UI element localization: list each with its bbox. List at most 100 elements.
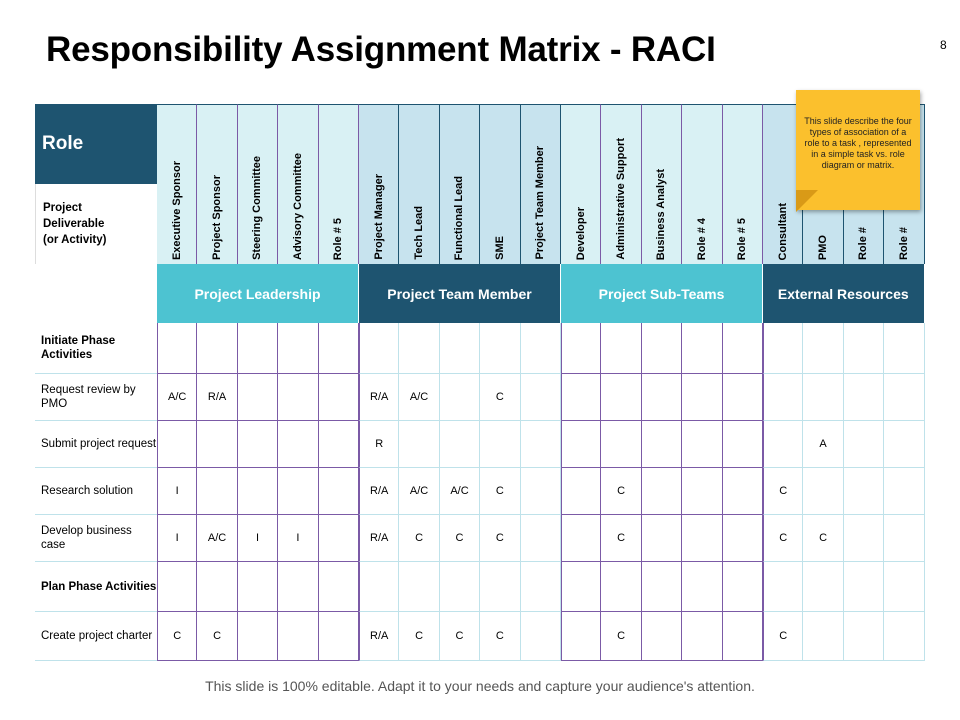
matrix-cell — [803, 374, 844, 421]
matrix-cell: C — [480, 468, 521, 515]
role-label: Developer — [574, 206, 587, 260]
role-column-header: Project Manager — [359, 104, 400, 264]
matrix-cell — [682, 468, 723, 515]
matrix-cell: A/C — [399, 468, 440, 515]
role-column-header: Tech Lead — [399, 104, 440, 264]
matrix-cell: C — [763, 468, 804, 515]
role-column-header: SME — [480, 104, 521, 264]
matrix-cell — [520, 515, 561, 562]
matrix-cell: C — [399, 515, 440, 562]
matrix-cell — [359, 562, 400, 612]
role-label: Tech Lead — [413, 206, 426, 260]
matrix-cell — [318, 562, 359, 612]
matrix-cell — [520, 323, 561, 374]
matrix-cell — [561, 374, 602, 421]
matrix-cell: I — [157, 468, 198, 515]
role-column-header: Steering Committee — [237, 104, 279, 264]
matrix-cell — [682, 612, 723, 661]
matrix-cell — [237, 562, 279, 612]
matrix-cell: C — [763, 515, 804, 562]
role-column-header: Executive Sponsor — [157, 104, 198, 264]
group-header: Project Leadership — [157, 264, 359, 323]
matrix-cell — [884, 562, 925, 612]
matrix-cell — [561, 515, 602, 562]
matrix-cell — [278, 421, 319, 468]
role-column-header: Role # 5 — [318, 104, 359, 264]
matrix-cell: A/C — [197, 515, 238, 562]
matrix-cell — [722, 612, 763, 661]
matrix-cell: C — [763, 612, 804, 661]
matrix-cell — [237, 323, 279, 374]
matrix-cell: C — [157, 612, 198, 661]
matrix-cell — [439, 323, 481, 374]
matrix-cell — [439, 421, 481, 468]
role-label: Role # — [897, 226, 910, 260]
role-label: Project Manager — [372, 174, 385, 260]
matrix-cell — [641, 374, 683, 421]
matrix-cell — [278, 323, 319, 374]
matrix-cell — [843, 612, 885, 661]
matrix-cell — [763, 421, 804, 468]
matrix-cell: I — [278, 515, 319, 562]
row-label: Submit project request — [35, 421, 157, 468]
matrix-cell — [763, 374, 804, 421]
matrix-cell: R/A — [359, 515, 400, 562]
matrix-cell — [843, 421, 885, 468]
matrix-cell — [722, 421, 763, 468]
row-label: Create project charter — [35, 612, 157, 661]
matrix-cell: C — [197, 612, 238, 661]
matrix-cell — [197, 421, 238, 468]
matrix-cell — [237, 374, 279, 421]
matrix-cell — [359, 323, 400, 374]
matrix-cell — [237, 421, 279, 468]
matrix-cell — [520, 468, 561, 515]
sticky-note-text: This slide describe the four types of as… — [804, 116, 912, 170]
matrix-cell — [682, 515, 723, 562]
matrix-cell — [399, 421, 440, 468]
matrix-cell: R — [359, 421, 400, 468]
matrix-cell: C — [480, 374, 521, 421]
role-label: Consultant — [776, 202, 789, 260]
matrix-cell: A/C — [399, 374, 440, 421]
sticky-note-fold — [796, 190, 818, 212]
matrix-cell — [318, 612, 359, 661]
matrix-cell — [884, 421, 925, 468]
role-column-header: Project Team Member — [520, 104, 561, 264]
matrix-cell — [843, 468, 885, 515]
matrix-cell: R/A — [359, 374, 400, 421]
role-column-header: Role # 4 — [682, 104, 723, 264]
matrix-cell — [480, 562, 521, 612]
matrix-cell — [237, 612, 279, 661]
matrix-cell — [641, 612, 683, 661]
matrix-cell: C — [439, 612, 481, 661]
matrix-cell: C — [480, 612, 521, 661]
corner-blank — [35, 264, 157, 323]
matrix-cell — [682, 562, 723, 612]
matrix-cell — [682, 323, 723, 374]
matrix-cell — [278, 468, 319, 515]
matrix-cell — [641, 562, 683, 612]
matrix-cell — [157, 562, 198, 612]
matrix-cell — [399, 323, 440, 374]
matrix-cell — [884, 468, 925, 515]
matrix-cell — [884, 612, 925, 661]
matrix-cell — [843, 323, 885, 374]
matrix-cell — [682, 421, 723, 468]
role-column-header: Administrative Support — [601, 104, 642, 264]
matrix-cell — [157, 421, 198, 468]
matrix-cell: I — [157, 515, 198, 562]
role-column-header: Business Analyst — [641, 104, 683, 264]
matrix-cell — [641, 515, 683, 562]
matrix-cell — [682, 374, 723, 421]
footer-text: This slide is 100% editable. Adapt it to… — [205, 678, 755, 694]
role-label: Functional Lead — [453, 175, 466, 260]
row-label: Initiate Phase Activities — [35, 323, 157, 374]
matrix-cell — [318, 421, 359, 468]
deliverable-header: Project Deliverable (or Activity) — [35, 184, 157, 264]
matrix-cell — [237, 468, 279, 515]
matrix-cell: C — [601, 515, 642, 562]
matrix-cell: C — [803, 515, 844, 562]
matrix-cell — [520, 612, 561, 661]
matrix-cell — [318, 515, 359, 562]
page-number: 8 — [940, 38, 947, 52]
